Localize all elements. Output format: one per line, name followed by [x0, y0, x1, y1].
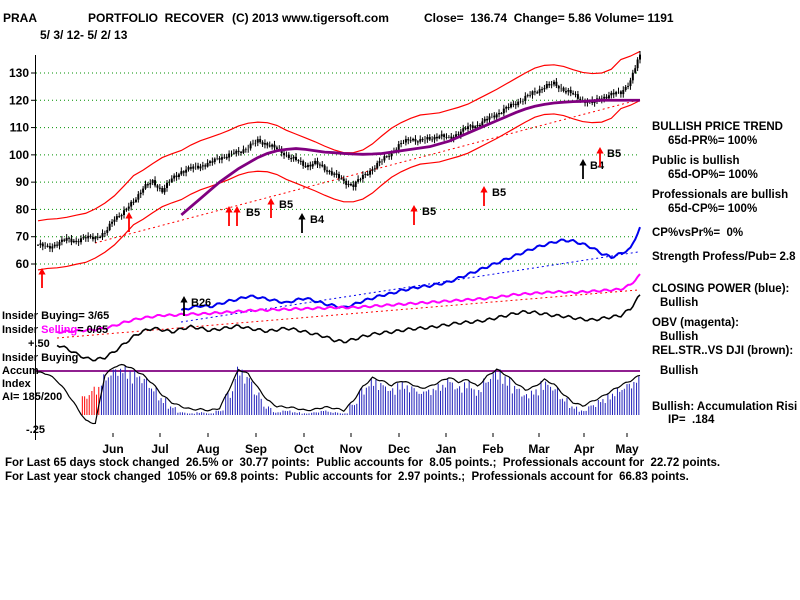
signal-label: B4: [590, 160, 605, 172]
month-label: May: [615, 442, 639, 456]
panel-line-3: 65d-OP%= 100%: [668, 169, 758, 181]
insider-selling-text: = 0/65: [77, 324, 109, 336]
insider-selling-word: Selling: [41, 324, 78, 336]
y-axis-label: 120: [9, 93, 29, 107]
accum-histogram: [81, 365, 640, 415]
panel-line-2: Public is bullish: [652, 155, 740, 167]
date-range: 5/ 3/ 12- 5/ 2/ 13: [40, 28, 128, 42]
insider-selling-label: Insider Selling= 0/65: [2, 324, 108, 336]
month-label: Feb: [482, 442, 503, 456]
signal-arrow-head: [579, 159, 587, 166]
signal-arrow-head: [38, 268, 46, 275]
panel-line-5: 65d-CP%= 100%: [668, 203, 758, 215]
signal-label: B5: [246, 207, 260, 219]
panel-line-9: Bullish: [660, 297, 699, 309]
price-candles: [37, 51, 641, 253]
accum-index-label-2: Accum: [2, 365, 39, 377]
panel-line-8: CLOSING POWER (blue):: [652, 283, 790, 295]
month-label: Oct: [294, 442, 314, 456]
month-label: Jul: [151, 442, 168, 456]
signal-arrow-head: [225, 206, 233, 213]
panel-line-12: REL.STR..VS DJI (brown):: [652, 345, 794, 357]
relative-strength-line: [56, 294, 641, 362]
summary-line-year: For Last year stock changed 105% or 69.8…: [5, 471, 689, 483]
plus-level-label: +.50: [28, 338, 50, 350]
panel-line-13: Bullish: [660, 365, 699, 377]
panel-line-4: Professionals are bullish: [652, 189, 789, 201]
signal-arrow-head: [233, 206, 241, 213]
insider-buying-label: Insider Buying= 3/65: [2, 310, 110, 322]
closing-power-trendline-dashed: [180, 251, 639, 323]
month-label: Aug: [196, 442, 219, 456]
month-label: Jan: [436, 442, 457, 456]
panel-line-14: Bullish: Accumulation Risi: [652, 401, 798, 413]
x-axis-months: Jun Jul Aug Sep Oct Nov Dec Jan Feb Mar Apr May: [102, 433, 639, 456]
y-axis-label: 80: [16, 202, 30, 216]
summary-line-65d: For Last 65 days stock changed 26.5% or …: [5, 457, 721, 469]
signal-arrow-head: [125, 212, 133, 219]
panel-line-10: OBV (magenta):: [652, 317, 739, 329]
closing-power-line: [180, 226, 641, 311]
signal-label: B26: [191, 297, 211, 309]
panel-line-6: CP%vsPr%= 0%: [652, 227, 744, 239]
obv-trendline-dashed: [56, 289, 639, 339]
panel-line-1: 65d-PR%= 100%: [668, 135, 758, 147]
y-axis-label: 110: [10, 121, 30, 135]
price-bands: [37, 50, 641, 271]
y-axis-label: 70: [16, 230, 30, 244]
signal-arrow-head: [180, 296, 188, 303]
panel-line-0: BULLISH PRICE TREND: [652, 121, 783, 133]
ai-value-label: AI= 185/200: [2, 391, 63, 403]
signal-arrow-head: [480, 186, 488, 193]
copyright-text: (C) 2013 www.tigersoft.com: [232, 11, 389, 25]
month-label: Nov: [340, 442, 363, 456]
signal-label: B4: [310, 214, 325, 226]
y-axis-label: 130: [9, 66, 29, 80]
panel-line-7: Strength Profess/Pub= 2.8: [652, 251, 796, 263]
minus-level-label: -.25: [26, 424, 45, 436]
signal-label: B5: [422, 206, 436, 218]
price-trendline-dashed: [94, 99, 639, 244]
obv-line: [56, 273, 641, 334]
month-label: Sep: [245, 442, 267, 456]
quote-stats: Close= 136.74 Change= 5.86 Volume= 1191: [424, 11, 674, 25]
signal-arrow-head: [298, 213, 306, 220]
accum-envelope-line: [37, 363, 641, 425]
panel-line-15: IP= .184: [668, 414, 715, 426]
signal-label: B5: [607, 148, 621, 160]
ticker-symbol: PRAA: [3, 11, 38, 25]
signal-arrow-head: [410, 205, 418, 212]
y-axis-label: 60: [16, 257, 30, 271]
accum-index-label-3: Index: [2, 378, 31, 390]
security-name: PORTFOLIO RECOVER: [88, 11, 225, 25]
price-gridlines: 130 120 110 100 90 80 70 60: [9, 66, 640, 271]
moving-average-line: [180, 98, 640, 216]
signal-arrow-head: [596, 147, 604, 154]
insider-selling-text: Insider: [2, 324, 42, 336]
signal-arrow-head: [267, 198, 275, 205]
y-axis-label: 90: [16, 175, 30, 189]
month-label: Apr: [574, 442, 595, 456]
y-axis-label: 100: [9, 148, 29, 162]
accum-index-label-1: Insider Buying: [2, 352, 79, 364]
month-label: Mar: [528, 442, 550, 456]
month-label: Dec: [388, 442, 410, 456]
signal-label: B5: [492, 187, 506, 199]
signal-label: B5: [279, 199, 293, 211]
month-label: Jun: [102, 442, 123, 456]
panel-line-11: Bullish: [660, 331, 699, 343]
